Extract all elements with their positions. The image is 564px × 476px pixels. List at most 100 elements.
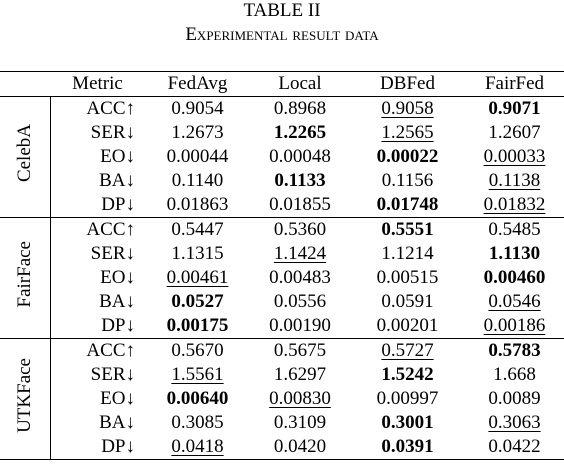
metric-name: DP↓: [50, 193, 145, 218]
data-row: DP↓ 0.00175 0.00190 0.00201 0.00186: [0, 314, 564, 339]
value-cell: 0.00461: [145, 266, 250, 290]
value-cell-text: 1.1315: [171, 243, 224, 264]
metric-name-text: BA↓: [99, 170, 135, 191]
value-cell: 0.00022: [350, 145, 465, 169]
dataset-name-text: FairFace: [13, 241, 35, 308]
data-row: EO↓ 0.00044 0.00048 0.00022 0.00033: [0, 145, 564, 169]
column-header-text: FedAvg: [167, 73, 228, 94]
column-header: Local: [250, 72, 350, 97]
metric-name: SER↓: [50, 363, 145, 387]
dataset-name-text: CelebA: [13, 124, 35, 183]
data-row: BA↓ 0.3085 0.3109 0.3001 0.3063: [0, 411, 564, 435]
value-cell-text: 1.2673: [171, 122, 224, 143]
value-cell: 1.1214: [350, 242, 465, 266]
value-cell-text: 0.00033: [483, 146, 546, 167]
value-cell: 0.3109: [250, 411, 350, 435]
value-cell-text: 1.668: [493, 364, 536, 385]
value-cell-text: 0.9071: [488, 98, 541, 119]
dataset-group: FairFace ACC↑ 0.5447 0.5360 0.5551 0.5485 SER↓…: [0, 217, 564, 339]
value-cell: 0.00190: [250, 314, 350, 339]
value-cell-text: 0.00515: [376, 267, 439, 288]
value-cell: 0.01855: [250, 193, 350, 218]
value-cell: 1.1315: [145, 242, 250, 266]
column-header: DBFed: [350, 72, 465, 97]
value-cell: 0.5727: [350, 339, 465, 364]
data-row: EO↓ 0.00461 0.00483 0.00515 0.00460: [0, 266, 564, 290]
value-cell-text: 1.1424: [273, 243, 327, 264]
value-cell: 0.5447: [145, 218, 250, 243]
metric-name-text: SER↓: [90, 364, 135, 385]
value-cell-text: 0.01832: [483, 194, 546, 215]
metric-name: EO↓: [50, 387, 145, 411]
value-cell-text: 0.5447: [171, 219, 224, 240]
value-cell: 0.8968: [250, 97, 350, 122]
value-cell: 0.5485: [465, 218, 564, 243]
data-row: SER↓ 1.5561 1.6297 1.5242 1.668: [0, 363, 564, 387]
metric-name-text: EO↓: [100, 146, 135, 167]
value-cell-text: 0.0418: [171, 436, 224, 457]
value-cell-text: 1.1214: [381, 243, 434, 264]
value-cell: 0.1156: [350, 169, 465, 193]
value-cell-text: 0.00022: [376, 146, 439, 167]
value-cell: 0.0420: [250, 435, 350, 460]
metric-name: SER↓: [50, 121, 145, 145]
value-cell-text: 0.0527: [171, 291, 224, 312]
value-cell: 1.6297: [250, 363, 350, 387]
value-cell-text: 0.0422: [488, 436, 541, 457]
value-cell: 0.1138: [465, 169, 564, 193]
value-cell-text: 0.1156: [381, 170, 434, 191]
value-cell-text: 0.00048: [269, 146, 331, 167]
value-cell: 0.00483: [250, 266, 350, 290]
value-cell: 0.0556: [250, 290, 350, 314]
value-cell: 0.00997: [350, 387, 465, 411]
column-header-text: FairFed: [484, 73, 545, 94]
data-row: FairFace ACC↑ 0.5447 0.5360 0.5551 0.5485: [0, 217, 564, 339]
value-cell-text: 0.00483: [269, 267, 331, 288]
data-row: BA↓ 0.1140 0.1133 0.1156 0.1138: [0, 169, 564, 193]
value-cell: 0.1140: [145, 169, 250, 193]
value-cell: 0.00175: [145, 314, 250, 339]
column-header-text: DBFed: [380, 73, 435, 94]
value-cell: 0.01748: [350, 193, 465, 218]
value-cell: 0.0527: [145, 290, 250, 314]
column-header-text: Local: [278, 73, 322, 94]
value-cell: 0.3063: [465, 411, 564, 435]
value-cell: 0.00033: [465, 145, 564, 169]
value-cell: 0.0418: [145, 435, 250, 460]
value-cell-text: 0.8968: [273, 98, 327, 119]
value-cell-text: 0.3085: [171, 412, 224, 433]
value-cell-text: 0.01863: [166, 194, 229, 215]
value-cell: 0.00460: [465, 266, 564, 290]
value-cell-text: 0.00190: [269, 315, 331, 336]
value-cell-text: 1.2265: [273, 122, 327, 143]
value-cell: 0.1133: [250, 169, 350, 193]
value-cell-text: 0.0391: [381, 436, 434, 457]
data-row: DP↓ 0.01863 0.01855 0.01748 0.01832: [0, 193, 564, 218]
value-cell-text: 1.2565: [381, 122, 434, 143]
value-cell: 0.0546: [465, 290, 564, 314]
value-cell-text: 0.01748: [376, 194, 439, 215]
value-cell-text: 0.0089: [488, 388, 541, 409]
value-cell-text: 0.1140: [171, 170, 224, 191]
value-cell: 0.00048: [250, 145, 350, 169]
value-cell: 1.1424: [250, 242, 350, 266]
value-cell-text: 0.00640: [166, 388, 229, 409]
data-row: CelebA ACC↑ 0.9054 0.8968 0.9058 0.9071: [0, 96, 564, 218]
value-cell-text: 0.3001: [381, 412, 434, 433]
metric-name: DP↓: [50, 314, 145, 339]
value-cell: 0.5783: [465, 339, 564, 364]
value-cell-text: 0.5727: [381, 340, 434, 361]
value-cell: 0.3001: [350, 411, 465, 435]
dataset-name: UTKFace: [0, 338, 51, 460]
value-cell-text: 0.3063: [488, 412, 541, 433]
value-cell-text: 0.9058: [381, 98, 434, 119]
value-cell: 0.5551: [350, 218, 465, 243]
metric-name: BA↓: [50, 169, 145, 193]
dataset-name: FairFace: [0, 217, 51, 339]
metric-name-text: BA↓: [99, 412, 135, 433]
corner: [0, 72, 50, 97]
value-cell: 0.5675: [250, 339, 350, 364]
value-cell: 0.5670: [145, 339, 250, 364]
value-cell-text: 0.00461: [166, 267, 229, 288]
